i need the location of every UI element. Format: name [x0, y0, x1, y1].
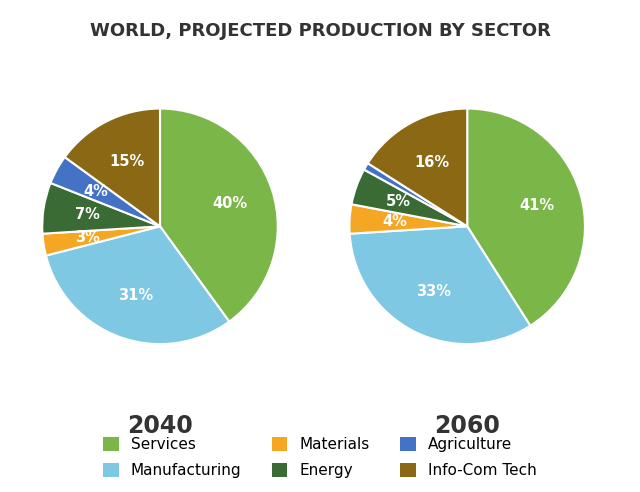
- Text: 16%: 16%: [415, 155, 449, 170]
- Text: 4%: 4%: [84, 184, 108, 199]
- Text: 7%: 7%: [76, 208, 100, 222]
- Wedge shape: [42, 183, 160, 234]
- Wedge shape: [65, 109, 160, 226]
- Wedge shape: [46, 226, 229, 344]
- Text: WORLD, PROJECTED PRODUCTION BY SECTOR: WORLD, PROJECTED PRODUCTION BY SECTOR: [90, 22, 550, 40]
- Text: 4%: 4%: [382, 214, 407, 229]
- Text: 5%: 5%: [386, 194, 411, 209]
- Text: 2060: 2060: [435, 414, 500, 437]
- Wedge shape: [51, 157, 160, 226]
- Text: 2040: 2040: [127, 414, 193, 437]
- Text: 15%: 15%: [109, 154, 145, 169]
- Wedge shape: [349, 204, 467, 234]
- Text: 33%: 33%: [417, 284, 452, 299]
- Wedge shape: [364, 163, 467, 226]
- Wedge shape: [368, 109, 467, 226]
- Wedge shape: [160, 109, 278, 322]
- Text: 3%: 3%: [76, 230, 100, 245]
- Wedge shape: [349, 226, 531, 344]
- Legend: Services, Manufacturing, Materials, Energy, Agriculture, Info-Com Tech: Services, Manufacturing, Materials, Ener…: [97, 431, 543, 484]
- Text: 40%: 40%: [212, 196, 247, 211]
- Wedge shape: [42, 226, 160, 256]
- Text: 41%: 41%: [520, 198, 555, 214]
- Wedge shape: [351, 170, 467, 226]
- Wedge shape: [467, 109, 585, 326]
- Text: 31%: 31%: [118, 287, 153, 303]
